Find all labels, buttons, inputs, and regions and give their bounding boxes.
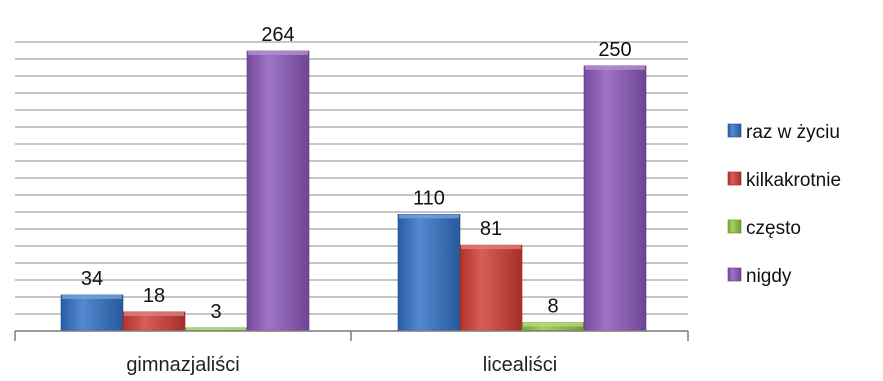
- x-tick-label-licealisci: licealiści: [483, 354, 557, 376]
- legend: raz w życiu kilkakrotnie często nigdy: [727, 122, 841, 287]
- bar-raz-w-zyciu-gimnazjalisci: [60, 294, 124, 332]
- legend-swatch: [727, 123, 742, 138]
- data-label-czesto-licealisci: 8: [547, 296, 558, 318]
- bar-highlight: [523, 322, 583, 327]
- bar-highlight: [399, 214, 459, 219]
- bar-nigdy-licealisci: [583, 65, 647, 332]
- legend-swatch: [727, 219, 742, 234]
- bar-raz-w-zyciu-licealisci: [397, 214, 461, 332]
- x-tick-label-gimnazjalisci: gimnazjaliści: [126, 354, 239, 376]
- legend-label: raz w życiu: [746, 122, 840, 143]
- data-label-nigdy-gimnazjalisci: 264: [261, 24, 294, 46]
- legend-item-czesto: często: [727, 218, 801, 239]
- legend-label: kilkakrotnie: [746, 170, 841, 191]
- data-label-kilkakrotnie-gimnazjalisci: 18: [143, 285, 165, 307]
- bar-highlight: [585, 65, 645, 70]
- bars: [60, 50, 647, 332]
- bar-highlight: [186, 327, 246, 331]
- bar-highlight: [62, 294, 122, 299]
- data-label-kilkakrotnie-licealisci: 81: [480, 218, 502, 240]
- bar-highlight: [461, 245, 521, 250]
- data-label-raz-w-zyciu-licealisci: 110: [413, 187, 445, 209]
- data-label-nigdy-licealisci: 250: [598, 39, 631, 61]
- data-label-raz-w-zyciu-gimnazjalisci: 34: [81, 268, 103, 290]
- bar-kilkakrotnie-licealisci: [459, 244, 523, 332]
- legend-swatch: [727, 171, 742, 186]
- gridlines: [15, 41, 688, 315]
- data-labels: 34 18 3 264 110 81 8 250: [81, 24, 632, 323]
- legend-swatch: [727, 267, 742, 282]
- bar-highlight: [124, 311, 184, 316]
- legend-item-nigdy: nigdy: [727, 266, 792, 287]
- bar-highlight: [248, 51, 308, 55]
- legend-label: nigdy: [746, 266, 792, 287]
- legend-item-raz-w-zyciu: raz w życiu: [727, 122, 840, 143]
- bar-nigdy-gimnazjalisci: [246, 50, 310, 332]
- data-label-czesto-gimnazjalisci: 3: [210, 301, 221, 323]
- legend-label: często: [746, 218, 801, 239]
- x-axis: gimnazjaliści licealiści: [14, 330, 689, 376]
- legend-item-kilkakrotnie: kilkakrotnie: [727, 170, 841, 191]
